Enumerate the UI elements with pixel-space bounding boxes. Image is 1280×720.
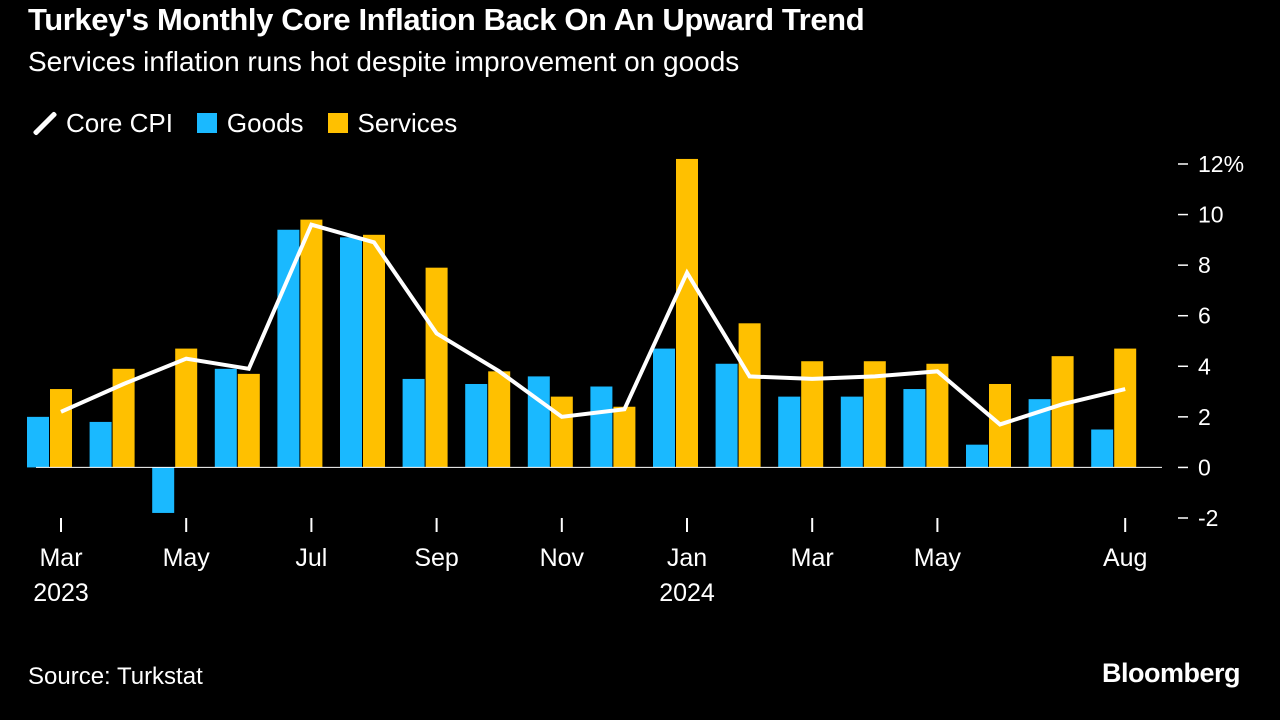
chart-subtitle: Services inflation runs hot despite impr… [28,46,740,77]
services-bar [112,368,135,468]
goods-bar [465,383,488,468]
goods-swatch [196,113,217,133]
x-tick-label: Sep [414,544,458,572]
services-bar [801,361,824,468]
core-cpi-line [60,222,1126,427]
x-tick-label: Mar [39,544,82,572]
goods-bar [27,416,49,468]
y-tick-label: 12% [1198,151,1244,177]
x-tick-year-label: 2024 [659,579,715,607]
goods-bar [778,396,801,468]
goods-bar [277,229,300,468]
legend-item-services: Services [327,107,458,139]
goods-bar [1028,399,1051,468]
goods-bar [715,363,738,468]
x-tick-label: Nov [540,544,585,572]
services-bar [613,406,636,468]
y-tick-label: 10 [1198,202,1224,228]
x-tick-label: Jul [295,544,327,572]
legend-label-core-cpi: Core CPI [66,107,173,138]
y-tick-label: 8 [1198,252,1211,278]
services-bar [425,267,448,468]
y-tick-label: 6 [1198,303,1211,329]
services-bar [676,158,698,468]
x-tick-label: Jan [667,544,707,572]
goods-bar [527,376,550,468]
goods-bar [1091,429,1114,468]
x-tick-label: May [914,544,962,572]
goods-bar [402,378,425,468]
goods-bar [89,421,112,468]
legend-item-core-cpi: Core CPI [30,108,173,139]
services-bars [50,158,1137,468]
goods-bar [590,386,613,468]
goods-bar [966,444,988,468]
chart-title: Turkey's Monthly Core Inflation Back On … [28,2,865,37]
services-bar [175,348,198,468]
x-axis: Mar 2023 May Jul Sep Nov Jan 2024 Mar May Aug [33,518,1147,607]
y-tick-label: -2 [1198,505,1218,531]
legend: Core CPI Goods Services [30,106,481,140]
services-bar [300,219,323,468]
source-note: Source: Turkstat [28,663,203,690]
y-tick-label: 4 [1198,353,1211,379]
goods-bar [653,348,675,468]
x-tick-label: Aug [1103,544,1147,572]
services-bar [863,361,886,468]
goods-bar [840,396,863,468]
services-bar [1114,348,1137,468]
services-bar [488,371,511,468]
services-bar [926,363,949,468]
services-bar [237,373,260,468]
legend-item-goods: Goods [196,107,304,139]
legend-label-services: Services [357,107,458,138]
goods-bar [152,467,175,513]
x-tick-label: Mar [791,544,834,572]
services-bar [738,323,761,468]
services-bar [1051,356,1074,468]
services-bar [550,396,573,468]
y-tick-label: 0 [1198,454,1211,480]
goods-bar [214,368,237,468]
services-bar [50,389,72,468]
goods-bar [903,389,926,468]
core-cpi-series [60,222,1126,427]
legend-label-goods: Goods [226,107,304,138]
x-tick-year-label: 2023 [33,579,89,607]
bloomberg-logo: Bloomberg [1101,658,1241,688]
goods-bar [340,237,362,468]
core-cpi-line-swatch [30,110,56,136]
y-tick-label: 2 [1198,404,1211,430]
y-axis: -2 0 2 4 6 8 10 12% [1178,151,1244,531]
goods-bars [27,229,1114,513]
services-bar [363,234,385,468]
x-tick-label: May [163,544,211,572]
services-swatch [327,113,348,133]
